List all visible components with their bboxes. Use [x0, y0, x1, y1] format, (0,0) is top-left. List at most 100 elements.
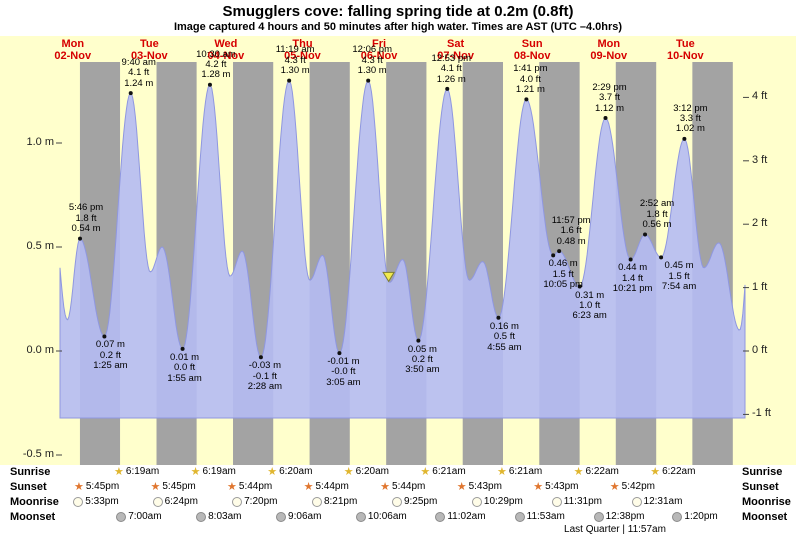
low-tide-dot: [496, 315, 501, 320]
sunset-event: ★ 5:43pm: [457, 481, 502, 492]
tide-label-line: 10:30 am: [196, 48, 236, 60]
sunset-event: ★ 5:44pm: [304, 481, 349, 492]
low-tide-label: 0.44 m 1.4 ft 10:21 pm: [605, 263, 661, 295]
tide-label-line: 0.48 m: [556, 235, 586, 247]
low-tide-dot: [258, 355, 263, 360]
page-title: Smugglers cove: falling spring tide at 0…: [222, 3, 574, 20]
tide-label-line: 3:05 am: [326, 376, 361, 388]
tide-label-line: 10:05 pm: [543, 279, 583, 291]
high-tide-dot: [366, 78, 371, 83]
tide-label-line: -0.01 m: [327, 356, 360, 368]
moonrise-time: 12:31am: [643, 496, 683, 507]
moonrise-time: 5:33pm: [85, 496, 119, 507]
tide-label-line: 0.0 ft: [174, 362, 196, 374]
moonset-time: 8:03am: [208, 511, 242, 522]
moonset-icon: [435, 511, 446, 522]
sunrise-event: ★ 6:20am: [344, 466, 389, 477]
day-name: Sun: [521, 38, 543, 50]
tide-label-line: 0.16 m: [489, 320, 519, 332]
day-date: 06-Nov: [360, 50, 398, 62]
sunset-time: 5:43pm: [545, 481, 579, 492]
sunrise-row-label-right: Sunrise: [742, 466, 783, 478]
moonrise-icon: [471, 496, 482, 507]
sunrise-time: 6:19am: [202, 466, 236, 477]
sunset-event: ★ 5:45pm: [151, 481, 196, 492]
high-tide-dot: [603, 116, 608, 121]
low-tide-dot: [416, 338, 421, 343]
tide-label-line: 0.2 ft: [99, 349, 121, 361]
high-tide-label: 2:52 am 1.8 ft 0.56 m: [629, 198, 685, 230]
tide-label-line: 4.1 ft: [128, 67, 150, 79]
low-tide-label: 0.45 m 1.5 ft 7:54 am: [651, 260, 707, 292]
tide-label-line: 1:55 am: [167, 372, 202, 384]
tide-label-line: 1.5 ft: [552, 268, 574, 280]
sunset-event: ★ 5:44pm: [380, 481, 425, 492]
moonrise-event: 12:31am: [631, 496, 683, 507]
low-tide-label: 0.05 m 0.2 ft 3:50 am: [394, 344, 450, 376]
low-tide-dot: [577, 284, 582, 289]
day-date: 02-Nov: [54, 50, 92, 62]
moonset-icon: [116, 511, 127, 522]
moonrise-time: 6:24pm: [164, 496, 198, 507]
tide-label-line: 1.28 m: [201, 69, 231, 81]
sunrise-event: ★ 6:22am: [650, 466, 695, 477]
sunrise-event: ★ 6:20am: [267, 466, 312, 477]
moonset-time: 1:20pm: [684, 511, 718, 522]
day-label: Wed 04-Nov: [198, 38, 254, 62]
day-label: Sun 08-Nov: [504, 38, 560, 62]
tide-label-line: 4.3 ft: [284, 54, 306, 66]
tide-label-line: 0.45 m: [664, 260, 694, 272]
sunrise-star-icon: ★: [650, 465, 661, 478]
low-tide-label: 0.01 m 0.0 ft 1:55 am: [157, 351, 213, 384]
tide-label-line: 1:25 am: [93, 360, 128, 372]
day-label: Tue 10-Nov: [657, 38, 713, 62]
moonset-time: 12:38pm: [605, 511, 645, 522]
low-tide-dot: [551, 253, 556, 258]
y-axis-right-label: 1 ft: [752, 280, 768, 293]
y-axis-right-label: 2 ft: [752, 217, 768, 230]
sunset-star-icon: ★: [227, 480, 237, 493]
moonset-icon: [672, 511, 683, 522]
sunrise-star-icon: ★: [573, 465, 584, 478]
tide-label-line: 6:23 am: [572, 310, 607, 322]
tide-label-line: 0.01 m: [170, 351, 200, 363]
moonrise-event: 6:24pm: [152, 496, 198, 507]
tide-label-line: 1:41 pm: [513, 63, 548, 75]
moonset-row-label-left: Moonset: [10, 511, 56, 523]
day-name: Wed: [214, 38, 238, 50]
tide-label-line: 0.54 m: [71, 223, 101, 235]
day-label: Mon 09-Nov: [581, 38, 637, 62]
tide-label-line: 0.31 m: [575, 289, 605, 301]
tide-label-line: 12:53 pm: [431, 52, 472, 64]
sunset-event: ★ 5:45pm: [74, 481, 119, 492]
tide-label-line: 1.8 ft: [646, 208, 668, 220]
low-tide-label: 0.46 m 1.5 ft 10:05 pm: [535, 258, 591, 291]
high-tide-label: 10:30 am 4.2 ft 1.28 m: [188, 48, 244, 81]
moonset-time: 7:00am: [128, 511, 162, 522]
moonset-row-label-right: Moonset: [742, 511, 788, 523]
moonset-time: 11:02am: [447, 511, 486, 522]
moonset-event: 11:53am: [514, 511, 565, 522]
day-label: Sat 07-Nov: [428, 38, 484, 62]
high-tide-label: 12:53 pm 4.1 ft 1.26 m: [423, 52, 479, 85]
y-axis-left-label: 1.0 m: [26, 136, 54, 148]
moonrise-icon: [631, 496, 642, 507]
sunset-time: 5:44pm: [315, 481, 349, 492]
day-name: Thu: [292, 38, 313, 50]
sunset-star-icon: ★: [456, 480, 467, 493]
page-subtitle: Image captured 4 hours and 50 minutes af…: [173, 21, 623, 33]
day-date: 09-Nov: [590, 50, 628, 62]
high-tide-dot: [524, 97, 529, 102]
sunset-row-label-left: Sunset: [10, 481, 47, 493]
moonset-time: 10:06am: [367, 511, 407, 522]
sunset-event: ★ 5:44pm: [227, 481, 272, 492]
day-label: Mon 02-Nov: [45, 38, 101, 62]
sunrise-row-label-left: Sunrise: [10, 466, 51, 478]
tide-label-line: 1.30 m: [357, 65, 387, 77]
day-name: Sat: [447, 38, 465, 50]
moonset-event: 11:02am: [435, 511, 486, 522]
tide-label-line: 2:52 am: [639, 198, 675, 210]
moonset-time: 11:53am: [526, 511, 565, 522]
tide-label-line: 4.0 ft: [519, 73, 541, 85]
tide-label-line: 11:19 am: [275, 44, 315, 56]
